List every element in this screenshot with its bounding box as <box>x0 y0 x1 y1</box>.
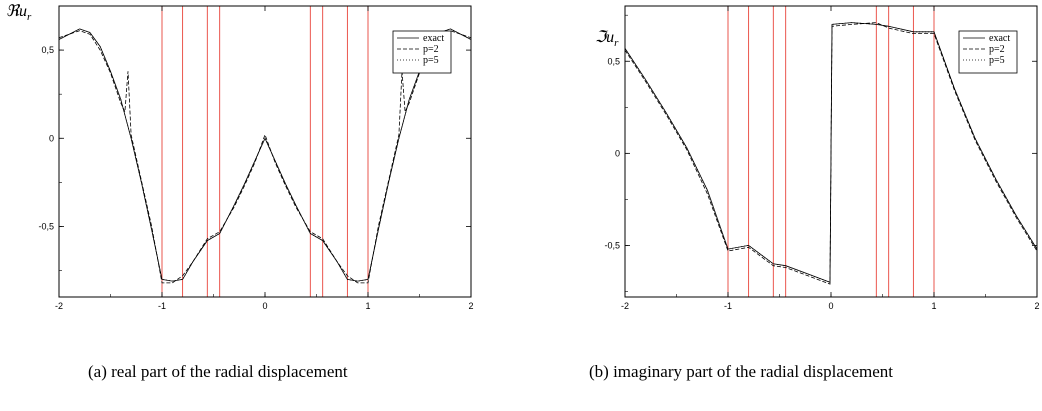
x-tick-label: -1 <box>724 301 732 311</box>
y-axis-label: ℑur <box>595 29 619 50</box>
y-tick-label: 0,5 <box>607 56 620 66</box>
legend-label: p=5 <box>423 55 439 66</box>
series-line-p5 <box>624 22 1038 283</box>
y-tick-label: -0,5 <box>604 240 620 250</box>
series-line-p2 <box>58 30 472 284</box>
chart-panel-imaginary: ℑur -2 -1 0 1 2 0,5 0 -0,5 exact p=2 p=5 (b) imagi… <box>521 0 1042 411</box>
x-tick-label: 1 <box>931 301 936 311</box>
chart-panel-real: ℜur -2 -1 0 1 2 0,5 0 -0,5 exact p=2 p=5 (a) real … <box>6 3 474 381</box>
y-tick-label: 0 <box>49 133 54 143</box>
caption-imaginary: (b) imaginary part of the radial displac… <box>589 362 893 381</box>
legend-label: p=5 <box>989 55 1005 66</box>
legend-label: exact <box>989 33 1010 44</box>
x-tick-label: -1 <box>158 301 166 311</box>
y-axis-label: ℜur <box>6 3 32 24</box>
legend-label: exact <box>423 33 444 44</box>
x-tick-label: -2 <box>621 301 629 311</box>
x-tick-label: 0 <box>262 301 267 311</box>
x-tick-label: 2 <box>1034 301 1039 311</box>
x-tick-label: 0 <box>828 301 833 311</box>
caption-real: (a) real part of the radial displacement <box>88 362 348 381</box>
y-tick-label: -0,5 <box>38 221 54 231</box>
series-line-p5 <box>58 28 472 282</box>
x-tick-label: -2 <box>55 301 63 311</box>
x-tick-label: 1 <box>365 301 370 311</box>
y-tick-label: 0 <box>615 148 620 158</box>
legend-label: p=2 <box>989 44 1005 55</box>
y-tick-label: 0,5 <box>41 45 54 55</box>
series-line-p2 <box>624 22 1038 285</box>
x-tick-label: 2 <box>468 301 473 311</box>
legend-label: p=2 <box>423 44 439 55</box>
